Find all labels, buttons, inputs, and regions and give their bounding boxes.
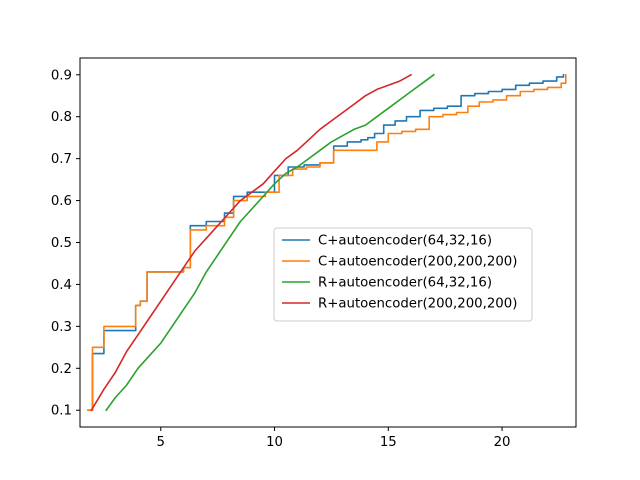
- x-tick-label: 20: [494, 435, 511, 450]
- y-tick-label: 0.4: [51, 278, 72, 293]
- y-tick-label: 0.8: [51, 110, 72, 125]
- x-tick-label: 10: [266, 435, 283, 450]
- legend-box: [273, 227, 533, 322]
- x-tick-label: 5: [157, 435, 165, 450]
- series-line-3-r-autoencoder-200-200-200-: [90, 73, 413, 412]
- y-tick-label: 0.1: [51, 404, 72, 419]
- y-tick-label: 0.3: [51, 320, 72, 335]
- legend-label: R+autoencoder(200,200,200): [318, 297, 517, 312]
- series-line-2-r-autoencoder-64-32-16-: [105, 73, 435, 412]
- x-axis: 5 10 15 20: [157, 427, 511, 450]
- legend-label: C+autoencoder(64,32,16): [318, 234, 492, 249]
- y-tick-label: 0.2: [51, 362, 72, 377]
- y-axis: 0.1 0.2 0.3 0.4 0.5 0.6 0.7 0.8 0.9: [51, 68, 80, 419]
- legend: C+autoencoder(64,32,16) C+autoencoder(200…: [273, 227, 533, 322]
- y-tick-label: 0.6: [51, 194, 72, 209]
- series-layer: [87, 73, 567, 412]
- y-tick-label: 0.7: [51, 152, 72, 167]
- y-tick-label: 0.9: [51, 68, 72, 83]
- legend-label: C+autoencoder(200,200,200): [318, 255, 517, 270]
- legend-label: R+autoencoder(64,32,16): [318, 276, 492, 291]
- x-tick-label: 15: [380, 435, 397, 450]
- y-tick-label: 0.5: [51, 236, 72, 251]
